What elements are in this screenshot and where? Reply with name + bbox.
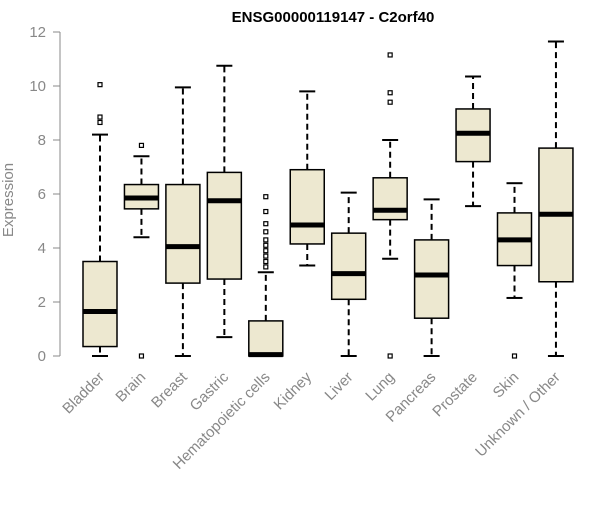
box-iqr — [206, 171, 243, 280]
outlier-point — [387, 52, 393, 58]
outlier-point — [138, 142, 145, 148]
x-tick-label: Skin — [490, 369, 523, 402]
outlier-point — [97, 119, 103, 126]
box-iqr — [413, 239, 450, 319]
y-tick-label: 2 — [38, 294, 46, 311]
x-tick-label: Liver — [322, 369, 357, 404]
x-tick-label: Lung — [362, 369, 398, 405]
chart-title: ENSG00000119147 - C2orf40 — [232, 9, 435, 26]
box-skin — [496, 182, 533, 359]
x-tick-label: Kidney — [271, 368, 316, 413]
outlier-point — [263, 253, 269, 259]
box-pancreas — [413, 198, 450, 357]
box-lung — [372, 52, 408, 359]
outlier-point — [97, 114, 103, 120]
outlier-point — [263, 208, 269, 215]
y-tick-label: 10 — [29, 78, 46, 95]
outlier-point — [263, 248, 269, 254]
box-iqr — [248, 320, 284, 357]
outlier-point — [263, 237, 269, 243]
outlier-point — [138, 353, 145, 359]
box-iqr — [372, 177, 408, 221]
box-gastric — [206, 64, 243, 339]
box-brain — [123, 142, 160, 359]
y-tick-label: 0 — [38, 348, 46, 365]
y-axis-label: Expression — [0, 163, 17, 237]
box-unknown-other — [538, 40, 574, 357]
x-tick-label: Prostate — [429, 369, 481, 421]
outlier-point — [387, 90, 393, 96]
box-iqr — [330, 232, 367, 301]
box-liver — [330, 191, 367, 357]
x-tick-label: Breast — [148, 368, 191, 411]
outlier-point — [263, 264, 269, 270]
box-hematopoietic-cells — [248, 194, 284, 358]
outlier-point — [263, 242, 269, 248]
outlier-point — [263, 229, 269, 235]
outlier-point — [387, 99, 393, 105]
y-tick-label: 8 — [38, 132, 46, 149]
box-iqr — [289, 168, 325, 245]
box-bladder — [82, 82, 118, 357]
box-series — [82, 40, 574, 359]
y-tick-label: 12 — [29, 24, 46, 41]
x-tick-label: Brain — [112, 369, 149, 406]
y-tick-label: 4 — [38, 240, 46, 257]
y-axis: 0 2 4 6 8 10 12 — [29, 24, 61, 365]
outlier-point — [97, 82, 103, 88]
outlier-point — [387, 353, 393, 359]
outlier-point — [263, 258, 269, 265]
outlier-point — [511, 353, 518, 359]
box-breast — [165, 86, 201, 357]
outlier-point — [263, 221, 269, 227]
x-tick-label: Bladder — [59, 369, 108, 418]
box-iqr — [82, 260, 118, 348]
box-iqr — [165, 183, 201, 284]
y-tick-label: 6 — [38, 186, 46, 203]
outlier-point — [263, 194, 269, 200]
box-kidney — [289, 90, 325, 267]
box-prostate — [455, 75, 491, 208]
